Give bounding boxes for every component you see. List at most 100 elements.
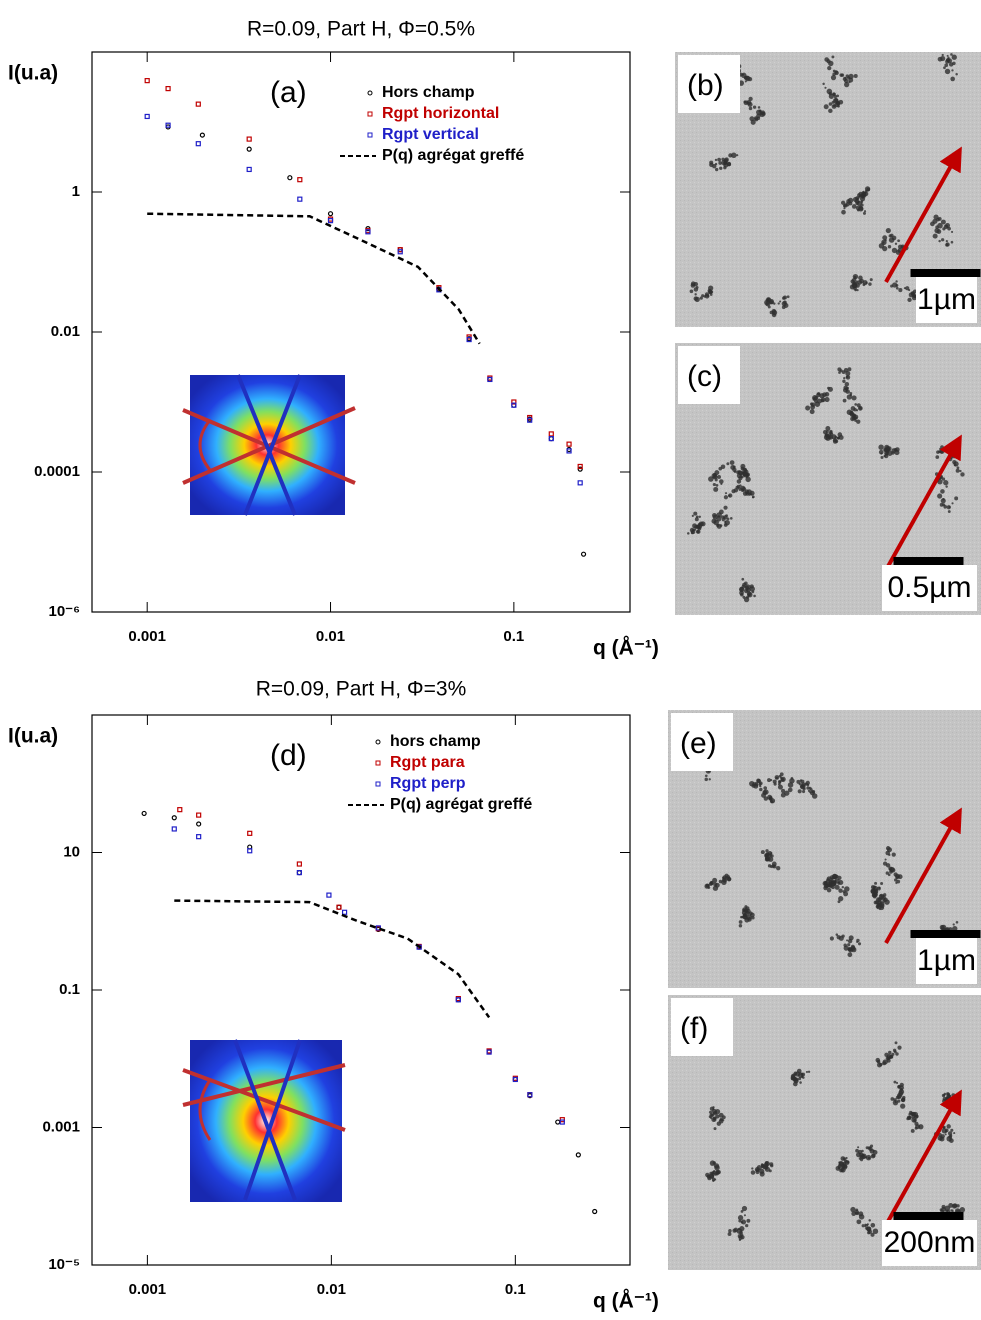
aggregate-speck — [740, 485, 746, 491]
aggregate-speck — [723, 495, 729, 500]
aggregate-speck — [940, 219, 946, 225]
data-point — [511, 402, 517, 408]
aggregate-speck — [736, 479, 742, 484]
aggregate-speck — [885, 863, 891, 868]
aggregate-speck — [767, 305, 771, 309]
aggregate-speck — [863, 191, 869, 197]
aggregate-speck — [876, 1062, 882, 1068]
aggregate-speck — [842, 204, 846, 208]
x-tick-label: 0.001 — [128, 628, 166, 645]
aggregate-speck — [772, 779, 777, 784]
data-point — [486, 1049, 492, 1055]
aggregate-speck — [838, 896, 844, 902]
x-tick-label: 0.001 — [129, 1281, 167, 1298]
label-box — [678, 346, 740, 404]
aggregate-speck — [715, 1114, 720, 1119]
aggregate-speck — [943, 480, 949, 486]
aggregate-speck — [817, 392, 821, 396]
aggregate-speck — [854, 288, 857, 292]
aggregate-speck — [946, 505, 951, 510]
aggregate-speck — [856, 1219, 862, 1225]
aggregate-speck — [885, 1056, 890, 1061]
aggregate-speck — [946, 54, 949, 57]
aggregate-speck — [858, 1157, 862, 1160]
aggregate-speck — [833, 882, 837, 885]
aggregate-speck — [778, 779, 782, 784]
scale-bar — [910, 269, 981, 277]
aggregate-speck — [769, 310, 774, 315]
aggregate-speck — [834, 98, 839, 103]
data-point — [548, 436, 554, 442]
aggregate-speck — [911, 1112, 916, 1116]
panel-label: (c) — [687, 360, 722, 393]
scale-bar — [893, 557, 964, 565]
legend-swatch — [375, 739, 381, 745]
aggregate-speck — [847, 947, 851, 951]
aggregate-speck — [748, 96, 753, 101]
aggregate-speck — [953, 461, 959, 467]
aggregate-speck — [714, 478, 718, 482]
aggregate-speck — [753, 594, 756, 598]
aggregate-speck — [836, 94, 840, 98]
scale-box — [882, 1220, 977, 1266]
aggregate-speck — [805, 780, 810, 785]
aggregate-speck — [698, 515, 702, 518]
aggregate-speck — [826, 887, 832, 893]
aggregate-speck — [851, 416, 856, 421]
aggregate-speck — [827, 386, 833, 392]
aggregate-speck — [951, 502, 954, 505]
data-point — [365, 229, 371, 235]
aggregate-speck — [694, 517, 699, 522]
aggregate-speck — [895, 280, 898, 283]
aggregate-speck — [890, 1097, 895, 1101]
aggregate-speck — [689, 289, 694, 294]
aggregate-speck — [878, 886, 881, 889]
aggregate-speck — [829, 936, 834, 941]
aggregate-speck — [945, 240, 948, 243]
aggregate-speck — [955, 468, 960, 473]
aggregate-speck — [782, 296, 786, 300]
aggregate-speck — [938, 239, 941, 243]
scale-bar — [893, 1212, 964, 1220]
aggregate-speck — [704, 292, 710, 297]
aggregate-speck — [810, 402, 816, 407]
aggregate-speck — [855, 1208, 859, 1212]
aggregate-speck — [825, 425, 831, 431]
data-point — [527, 414, 533, 421]
aggregate-speck — [759, 1171, 765, 1177]
aggregate-speck — [886, 847, 892, 853]
aggregate-speck — [709, 1171, 713, 1176]
aggregate-speck — [847, 952, 853, 958]
chart-title: R=0.09, Part H, Φ=0.5% — [247, 18, 475, 41]
data-point — [466, 334, 472, 340]
aggregate-speck — [831, 885, 835, 890]
aggregate-speck — [762, 790, 768, 795]
aggregate-speck — [708, 476, 714, 482]
scale-label: 0.5µm — [888, 571, 972, 604]
aggregate-speck — [712, 1179, 715, 1183]
aggregate-speck — [712, 482, 716, 487]
aggregate-speck — [704, 777, 708, 782]
data-point — [487, 376, 493, 383]
aggregate-speck — [837, 104, 840, 108]
aggregate-speck — [699, 296, 703, 300]
aggregate-speck — [841, 1166, 844, 1170]
aggregate-speck — [745, 476, 748, 479]
aggregate-speck — [844, 81, 850, 88]
aggregate-speck — [759, 785, 762, 788]
aggregate-speck — [862, 283, 866, 287]
aggregate-speck — [736, 484, 741, 489]
aggregate-speck — [740, 463, 746, 469]
aggregate-speck — [891, 1052, 895, 1056]
aggregate-speck — [824, 397, 830, 403]
legend-swatch — [375, 760, 381, 766]
aggregate-speck — [838, 888, 843, 893]
aggregate-speck — [756, 113, 761, 119]
aggregate-speck — [823, 104, 829, 110]
aggregate-speck — [717, 515, 721, 518]
aggregate-speck — [837, 1166, 841, 1170]
aggregate-speck — [712, 877, 718, 883]
aggregate-speck — [752, 105, 757, 109]
aggregate-speck — [933, 214, 939, 220]
aggregate-speck — [944, 1133, 947, 1136]
